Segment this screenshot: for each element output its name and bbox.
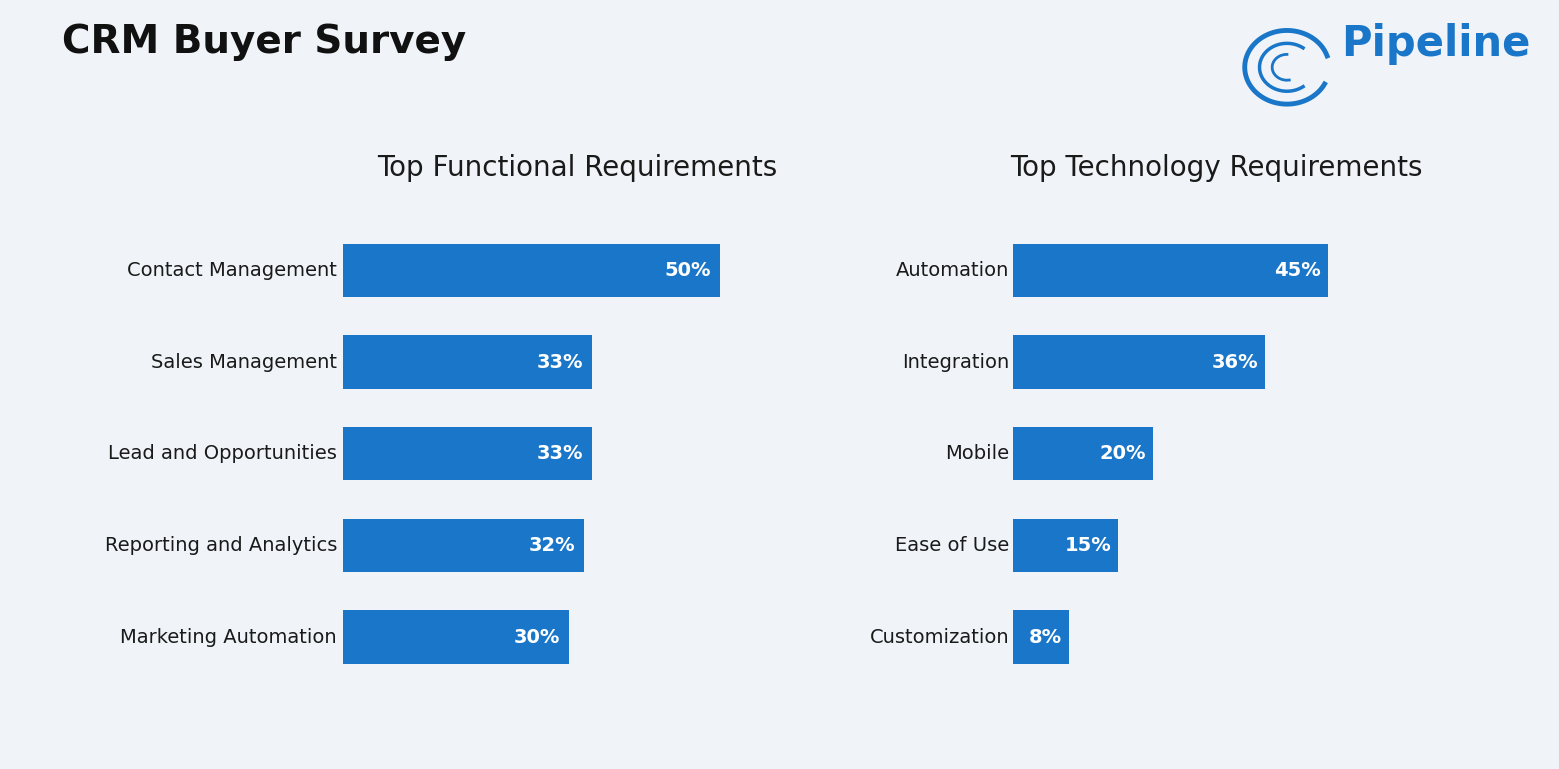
- Text: 50%: 50%: [664, 261, 711, 280]
- Bar: [1013, 335, 1264, 388]
- Bar: [343, 427, 592, 481]
- Title: Top Functional Requirements: Top Functional Requirements: [377, 155, 776, 182]
- Text: 15%: 15%: [1065, 536, 1112, 555]
- Text: Reporting and Analytics: Reporting and Analytics: [104, 536, 337, 555]
- Bar: [343, 519, 585, 572]
- Bar: [343, 611, 569, 664]
- Text: Sales Management: Sales Management: [151, 352, 337, 371]
- Title: Top Technology Requirements: Top Technology Requirements: [1010, 155, 1422, 182]
- Bar: [1013, 244, 1328, 297]
- Text: Pipeline: Pipeline: [1341, 23, 1529, 65]
- Bar: [343, 244, 720, 297]
- Text: Ease of Use: Ease of Use: [895, 536, 1009, 555]
- Text: 45%: 45%: [1274, 261, 1320, 280]
- Text: Automation: Automation: [896, 261, 1009, 280]
- Text: 33%: 33%: [536, 352, 583, 371]
- Text: Contact Management: Contact Management: [128, 261, 337, 280]
- Bar: [1013, 427, 1154, 481]
- Text: Marketing Automation: Marketing Automation: [120, 628, 337, 647]
- Text: 32%: 32%: [529, 536, 575, 555]
- Text: 20%: 20%: [1099, 444, 1146, 463]
- Text: Customization: Customization: [870, 628, 1009, 647]
- Bar: [1013, 519, 1118, 572]
- Text: 8%: 8%: [1029, 628, 1062, 647]
- Text: 36%: 36%: [1211, 352, 1258, 371]
- Text: 33%: 33%: [536, 444, 583, 463]
- Bar: [1013, 611, 1069, 664]
- Bar: [343, 335, 592, 388]
- Text: 30%: 30%: [514, 628, 560, 647]
- Text: Mobile: Mobile: [945, 444, 1009, 463]
- Text: Lead and Opportunities: Lead and Opportunities: [108, 444, 337, 463]
- Text: CRM Buyer Survey: CRM Buyer Survey: [62, 23, 466, 61]
- Text: Integration: Integration: [903, 352, 1009, 371]
